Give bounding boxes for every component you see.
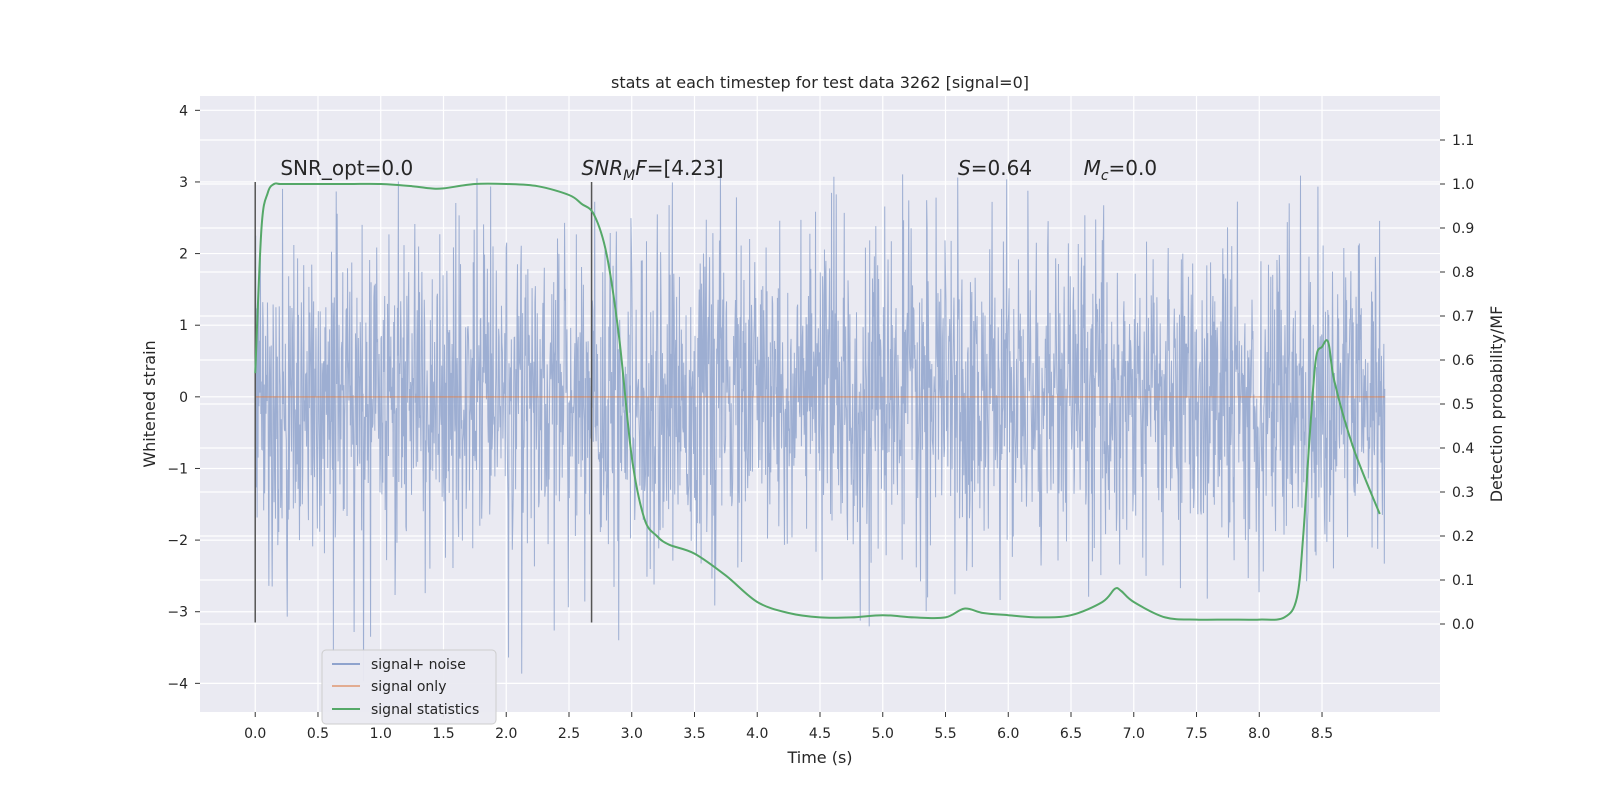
y-tick-label-6: −2: [167, 533, 188, 549]
x-tick-label-3: 1.5: [432, 726, 454, 742]
annotation-s-stat: S=0.64: [958, 156, 1032, 180]
x-tick-label-13: 6.5: [1060, 726, 1082, 742]
annotations: SNR_opt=0.0 SNRMF=[4.23] S=0.64 Mc=0.0: [280, 156, 1157, 184]
legend-label-signal-noise: signal+ noise: [371, 657, 466, 673]
y-right-tick-label-6: 0.5: [1452, 397, 1474, 413]
x-tick-label-8: 4.0: [746, 726, 768, 742]
y-tick-label-4: 0: [179, 390, 188, 406]
y-right-tick-label-3: 0.8: [1452, 265, 1474, 281]
legend: signal+ noise signal only signal statist…: [321, 649, 497, 725]
y-axis-right-ticks: 1.1 1.0 0.9 0.8 0.7 0.6 0.5 0.4 0.3 0.2 0.1 0.0: [1440, 133, 1474, 633]
x-tick-label-1: 0.5: [307, 726, 329, 742]
annotation-snr-mf: SNRMF=[4.23]: [582, 156, 724, 184]
series-signal-statistics: [254, 182, 1381, 621]
y-tick-label-0: 4: [179, 103, 188, 119]
x-tick-label-6: 3.0: [621, 726, 643, 742]
x-tick-label-11: 5.5: [934, 726, 956, 742]
y-axis-label: Whitened strain: [140, 340, 159, 467]
vertical-markers: [254, 181, 593, 623]
legend-box: [321, 649, 497, 725]
chart-title: stats at each timestep for test data 326…: [611, 73, 1029, 92]
x-axis-label: Time (s): [786, 748, 852, 767]
x-axis-ticks: 0.0 0.5 1.0 1.5 2.0 2.5 3.0 3.5 4.0 4.5 5.0 5.5 6.0 6…: [244, 712, 1333, 742]
x-tick-label-4: 2.0: [495, 726, 517, 742]
legend-label-signal-statistics: signal statistics: [371, 702, 479, 718]
y-right-tick-label-9: 0.2: [1452, 529, 1474, 545]
x-tick-label-2: 1.0: [370, 726, 392, 742]
y-right-tick-label-7: 0.4: [1452, 441, 1474, 457]
y-right-tick-label-10: 0.1: [1452, 573, 1474, 589]
y-tick-label-2: 2: [179, 247, 188, 263]
x-tick-label-12: 6.0: [997, 726, 1019, 742]
y-tick-label-8: −4: [167, 676, 188, 692]
annotation-snr-opt: SNR_opt=0.0: [280, 156, 413, 180]
x-tick-label-9: 4.5: [809, 726, 831, 742]
y-right-tick-label-1: 1.0: [1452, 177, 1474, 193]
y-axis-right-label: Detection probability/MF: [1487, 306, 1506, 503]
y-right-tick-label-5: 0.6: [1452, 353, 1474, 369]
y-tick-label-5: −1: [167, 461, 188, 477]
y-right-tick-label-8: 0.3: [1452, 485, 1474, 501]
series-signal-noise: [254, 159, 1386, 682]
x-tick-label-14: 7.0: [1123, 726, 1145, 742]
legend-label-signal-only: signal only: [371, 679, 446, 695]
x-tick-label-17: 8.5: [1311, 726, 1333, 742]
y-right-tick-label-0: 1.1: [1452, 133, 1474, 149]
x-tick-label-15: 7.5: [1185, 726, 1207, 742]
y-right-tick-label-11: 0.0: [1452, 617, 1474, 633]
y-tick-label-3: 1: [179, 318, 188, 334]
statistics-curve: [254, 182, 1381, 621]
noise-trace-line: [254, 159, 1386, 682]
x-tick-label-16: 8.0: [1248, 726, 1270, 742]
y-tick-label-1: 3: [179, 175, 188, 191]
y-right-tick-label-2: 0.9: [1452, 221, 1474, 237]
x-tick-label-10: 5.0: [872, 726, 894, 742]
y-tick-label-7: −3: [167, 605, 188, 621]
x-tick-label-7: 3.5: [683, 726, 705, 742]
y-axis-left-ticks: 4 3 2 1 0 −1 −2 −3 −4: [167, 103, 200, 692]
x-tick-label-5: 2.5: [558, 726, 580, 742]
annotation-mc-stat: Mc=0.0: [1084, 156, 1158, 184]
y-right-tick-label-4: 0.7: [1452, 309, 1474, 325]
x-tick-label-0: 0.0: [244, 726, 266, 742]
